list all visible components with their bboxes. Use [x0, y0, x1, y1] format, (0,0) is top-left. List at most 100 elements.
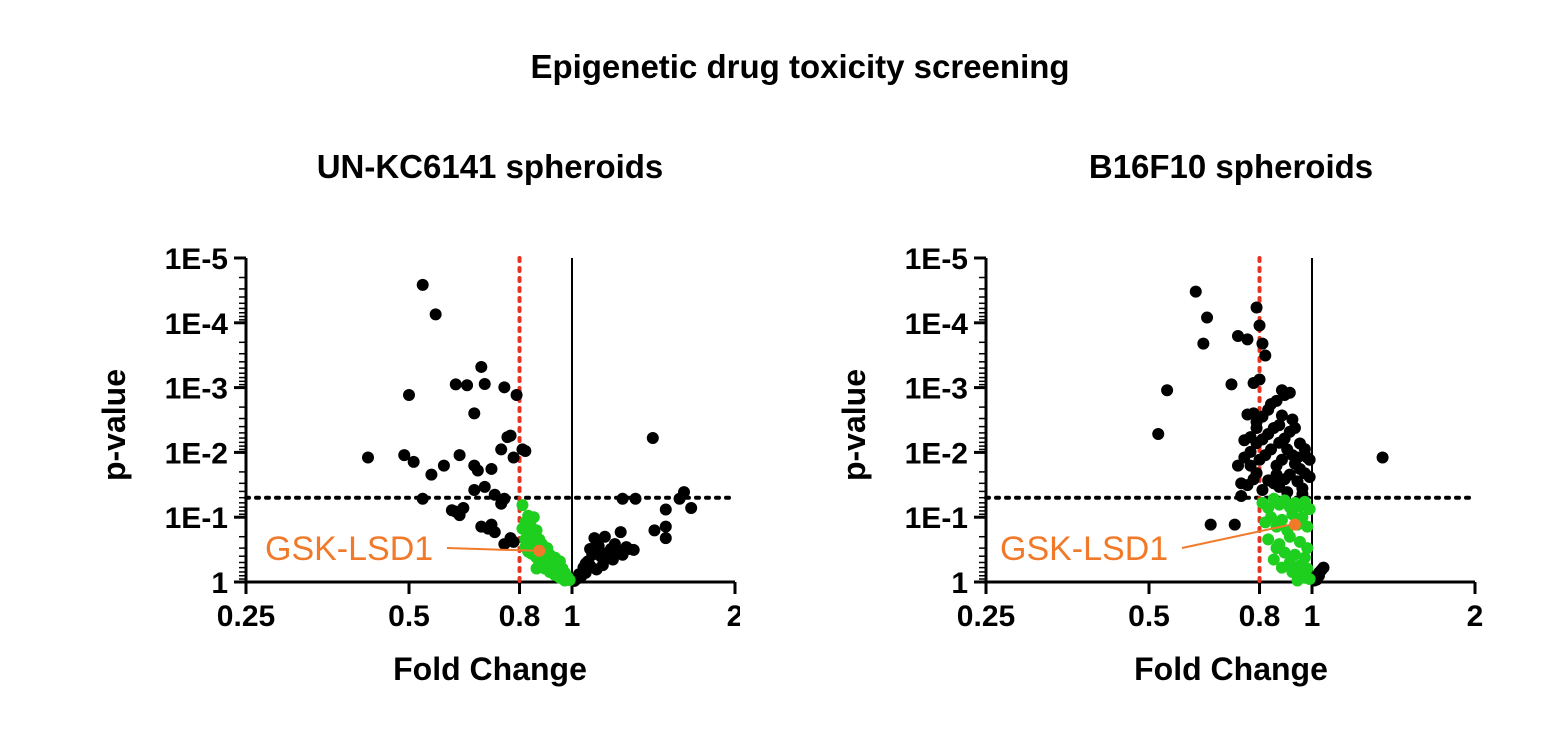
data-point [659, 532, 672, 545]
data-point [1253, 319, 1266, 332]
hit-point [527, 511, 540, 524]
hit-point [1286, 508, 1299, 521]
data-point [648, 524, 661, 537]
y-tick-label: 1E-4 [905, 308, 969, 341]
data-point [1273, 436, 1286, 449]
x-tick-label: 1 [1304, 600, 1321, 633]
y-axis-label: p-value [836, 369, 872, 481]
hit-point [1262, 501, 1275, 514]
hit-point [558, 574, 571, 587]
data-point [629, 492, 642, 505]
data-point [1244, 445, 1257, 458]
data-point [673, 492, 686, 505]
hit-point [1296, 511, 1309, 524]
data-point [592, 540, 605, 553]
data-point [1288, 421, 1301, 434]
data-point [1247, 473, 1260, 486]
y-tick-label: 1E-5 [165, 243, 228, 276]
y-tick-label: 1E-3 [905, 373, 968, 406]
hit-point [1303, 503, 1316, 516]
data-point [1201, 311, 1214, 324]
data-point [584, 559, 597, 572]
y-tick-label: 1E-1 [165, 502, 228, 535]
data-point [1231, 459, 1244, 472]
data-point [468, 407, 481, 420]
data-point [429, 308, 442, 321]
data-point [1273, 419, 1286, 432]
hit-point [1264, 511, 1277, 524]
data-point [468, 483, 481, 496]
data-point [1225, 378, 1238, 391]
data-point [403, 388, 415, 401]
data-point [507, 451, 520, 464]
x-axis-label: Fold Change [393, 651, 587, 687]
panel-title: B16F10 spheroids [1089, 148, 1373, 185]
data-point [1264, 443, 1277, 456]
data-point [1228, 518, 1241, 531]
data-point [1283, 386, 1296, 399]
data-point [495, 443, 508, 456]
x-tick-label: 0.5 [1128, 600, 1170, 633]
hit-point [1267, 553, 1280, 566]
hit-point [1275, 561, 1288, 574]
hit-point [1270, 542, 1283, 555]
data-point [453, 449, 466, 462]
data-point [1270, 468, 1283, 481]
data-point [1161, 384, 1174, 397]
y-tick-label: 1 [211, 567, 228, 600]
x-tick-label: 0.8 [499, 600, 541, 633]
annotation-label: GSK-LSD1 [1000, 530, 1168, 568]
y-tick-label: 1 [951, 567, 968, 600]
x-tick-label: 2 [1467, 600, 1484, 633]
data-point [475, 360, 488, 373]
data-point [1253, 373, 1266, 386]
data-point [1312, 569, 1325, 582]
y-tick-label: 1E-4 [165, 308, 229, 341]
data-point [361, 451, 374, 464]
data-point [461, 379, 474, 392]
data-point [685, 501, 698, 514]
data-point [1241, 333, 1254, 346]
data-point [498, 381, 511, 394]
hit-point [1301, 520, 1314, 533]
data-point [488, 488, 501, 501]
y-tick-label: 1E-5 [905, 243, 968, 276]
data-point [1204, 518, 1217, 531]
hit-point [1262, 533, 1275, 546]
data-point [1259, 349, 1272, 362]
data-point [449, 378, 462, 391]
data-point [498, 492, 511, 505]
x-tick-label: 0.8 [1239, 600, 1281, 633]
x-tick-label: 0.25 [217, 600, 275, 633]
data-point [602, 552, 615, 565]
data-point [1250, 421, 1263, 434]
data-point [1256, 337, 1269, 350]
data-point [1303, 471, 1316, 484]
data-point [425, 468, 438, 481]
data-point [1231, 330, 1244, 343]
panel-title: UN-KC6141 spheroids [317, 148, 664, 185]
x-tick-label: 0.5 [388, 600, 430, 633]
data-point [659, 503, 672, 516]
data-point [598, 530, 611, 543]
plot-area: 1 1E-1 1E-2 1E-3 1E-4 1E-5 0.25 0.5 0.8 1 2 GSK-LSD… [165, 243, 740, 633]
x-tick-label: 1 [564, 600, 581, 633]
data-point [453, 509, 466, 522]
data-point [485, 462, 498, 475]
figure-title: Epigenetic drug toxicity screening [530, 48, 1070, 85]
y-tick-label: 1E-3 [165, 373, 228, 406]
hit-point [1298, 571, 1311, 584]
data-point [437, 459, 450, 472]
annotation-label: GSK-LSD1 [265, 530, 433, 568]
data-point [504, 429, 517, 442]
gsk-lsd1-point [533, 544, 546, 557]
y-tick-label: 1E-1 [905, 502, 968, 535]
data-point [510, 388, 523, 401]
data-point [488, 526, 501, 539]
data-point [1235, 489, 1248, 502]
data-point [627, 543, 640, 556]
x-tick-label: 0.25 [957, 600, 1015, 633]
data-point [614, 526, 627, 539]
panel-un-kc6141: UN-KC6141 spheroids Fold Change p-value … [96, 148, 740, 687]
panel-b16f10: B16F10 spheroids Fold Change p-value 1 1E… [836, 148, 1484, 687]
